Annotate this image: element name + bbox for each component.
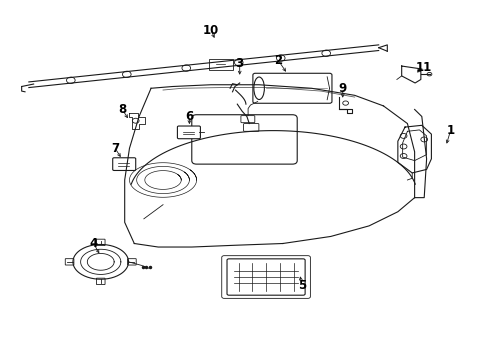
FancyBboxPatch shape — [243, 123, 258, 131]
Text: 7: 7 — [111, 142, 119, 155]
Text: 11: 11 — [415, 60, 431, 73]
Text: 5: 5 — [297, 279, 305, 292]
Text: 8: 8 — [118, 103, 126, 116]
Polygon shape — [401, 66, 420, 83]
Polygon shape — [338, 97, 351, 113]
Bar — [208, 59, 232, 70]
FancyBboxPatch shape — [65, 259, 74, 265]
Polygon shape — [397, 125, 430, 173]
Text: 10: 10 — [203, 23, 219, 37]
FancyBboxPatch shape — [241, 116, 254, 123]
FancyBboxPatch shape — [112, 158, 136, 171]
Text: 3: 3 — [235, 57, 244, 70]
FancyBboxPatch shape — [96, 278, 105, 284]
Text: 2: 2 — [273, 54, 282, 67]
FancyBboxPatch shape — [127, 259, 136, 265]
Polygon shape — [128, 113, 145, 129]
FancyBboxPatch shape — [96, 239, 105, 246]
FancyBboxPatch shape — [177, 126, 200, 139]
FancyBboxPatch shape — [191, 115, 297, 164]
Text: 1: 1 — [446, 124, 454, 137]
FancyBboxPatch shape — [252, 73, 331, 103]
Ellipse shape — [253, 77, 264, 99]
Text: 9: 9 — [338, 82, 346, 95]
Text: 4: 4 — [89, 237, 98, 250]
FancyBboxPatch shape — [226, 259, 305, 295]
Text: 6: 6 — [185, 110, 193, 123]
